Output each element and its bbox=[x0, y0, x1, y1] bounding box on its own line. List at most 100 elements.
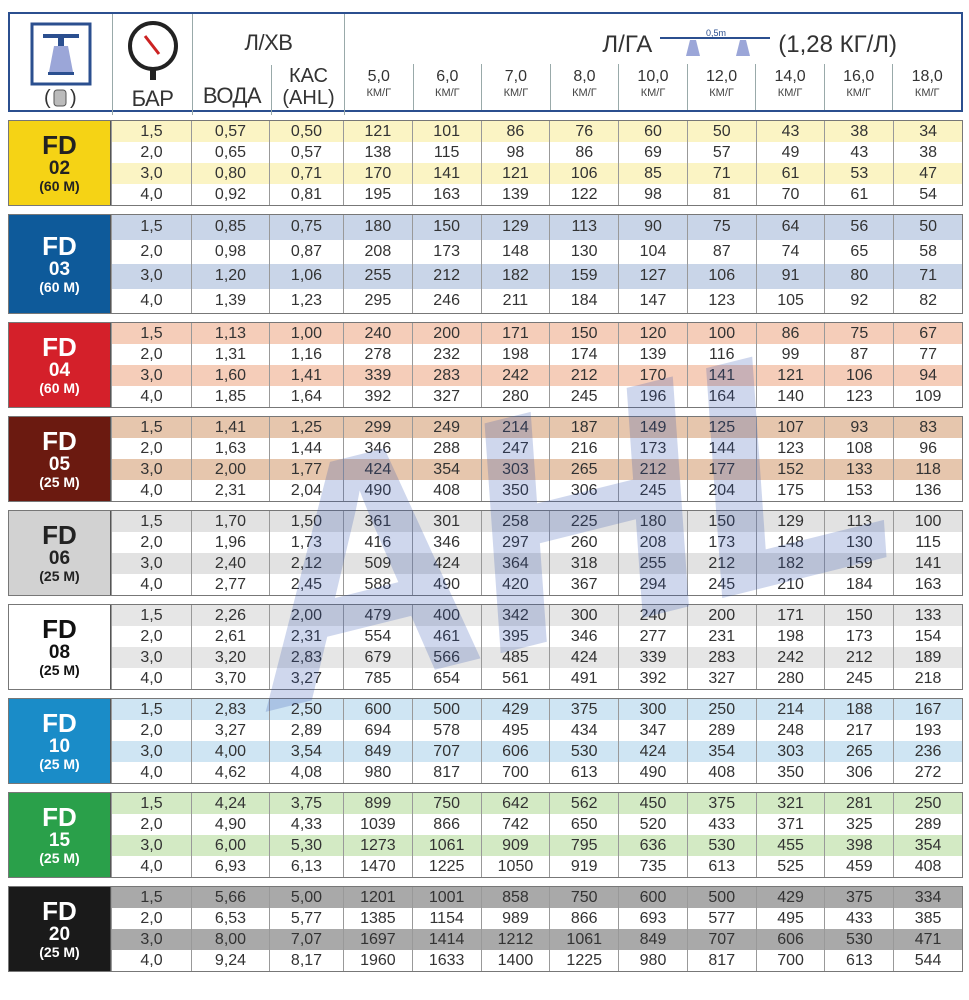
table-cell: 416 bbox=[343, 532, 412, 553]
table-cell: 255 bbox=[618, 553, 687, 574]
speed-unit: КМ/Г bbox=[640, 87, 666, 99]
table-cell: 211 bbox=[480, 288, 550, 313]
pressure-cell: 3,0 bbox=[111, 929, 191, 950]
pressure-cell: 1,5 bbox=[111, 323, 191, 344]
table-cell: 56 bbox=[824, 215, 894, 240]
table-cell: 49 bbox=[755, 142, 825, 163]
table-cell: 346 bbox=[549, 626, 618, 647]
table-cell: 600 bbox=[343, 699, 412, 720]
table-cell: 495 bbox=[480, 720, 550, 741]
table-cell: 141 bbox=[893, 553, 962, 574]
table-cell: 171 bbox=[755, 605, 825, 626]
table-cell: 75 bbox=[686, 215, 756, 240]
table-cell: 613 bbox=[824, 950, 893, 971]
table-cell: 339 bbox=[618, 647, 687, 668]
speed-header: 8,0 КМ/Г bbox=[549, 64, 619, 110]
pressure-cell: 2,0 bbox=[111, 720, 191, 741]
table-cell: 3,54 bbox=[269, 741, 343, 762]
speed-value: 14,0 bbox=[774, 68, 806, 85]
table-cell: 303 bbox=[480, 459, 550, 480]
table-cell: 249 bbox=[411, 417, 481, 438]
table-cell: 133 bbox=[824, 459, 894, 480]
speed-value: 10,0 bbox=[637, 68, 669, 85]
table-cell: 750 bbox=[411, 793, 481, 814]
nozzle-filter-icon: () bbox=[30, 22, 92, 109]
table-cell: 9,24 bbox=[191, 950, 269, 971]
table-cell: 1385 bbox=[343, 908, 412, 929]
table-cell: 212 bbox=[618, 459, 687, 480]
table-cell: 1,96 bbox=[191, 532, 269, 553]
table-cell: 180 bbox=[343, 215, 412, 240]
table-cell: 530 bbox=[686, 835, 756, 856]
table-cell: 255 bbox=[343, 264, 412, 289]
table-cell: 750 bbox=[549, 887, 619, 908]
table-cell: 121 bbox=[755, 365, 825, 386]
table-cell: 495 bbox=[755, 908, 825, 929]
table-cell: 260 bbox=[549, 532, 618, 553]
table-cell: 173 bbox=[824, 626, 893, 647]
table-cell: 525 bbox=[755, 856, 825, 877]
table-cell: 392 bbox=[343, 386, 412, 407]
table-cell: 122 bbox=[549, 184, 618, 205]
nozzle-spacing-icon: 0,5m bbox=[660, 28, 771, 56]
table-cell: 107 bbox=[755, 417, 825, 438]
table-cell: 5,77 bbox=[269, 908, 343, 929]
table-cell: 606 bbox=[755, 929, 825, 950]
table-cell: 123 bbox=[755, 438, 825, 459]
table-cell: 50 bbox=[686, 121, 756, 142]
table-cell: 562 bbox=[549, 793, 619, 814]
table-cell: 5,66 bbox=[191, 887, 269, 908]
pressure-cell: 4,0 bbox=[111, 950, 191, 971]
table-cell: 578 bbox=[411, 720, 481, 741]
pressure-cell: 1,5 bbox=[111, 699, 191, 720]
table-cell: 479 bbox=[343, 605, 412, 626]
table-cell: 334 bbox=[893, 887, 962, 908]
table-cell: 1,70 bbox=[191, 511, 269, 532]
pressure-cell: 2,0 bbox=[111, 142, 191, 163]
table-cell: 90 bbox=[618, 215, 687, 240]
table-cell: 100 bbox=[893, 511, 962, 532]
table-cell: 1050 bbox=[480, 856, 550, 877]
table-cell: 108 bbox=[824, 438, 893, 459]
table-cell: 245 bbox=[824, 668, 893, 689]
table-cell: 248 bbox=[755, 720, 825, 741]
table-cell: 3,70 bbox=[191, 668, 269, 689]
table-cell: 342 bbox=[480, 605, 550, 626]
table-cell: 38 bbox=[824, 121, 894, 142]
table-cell: 420 bbox=[480, 574, 550, 595]
table-cell: 327 bbox=[686, 668, 756, 689]
nozzle-group-fd06: FD 06 (25 M) 1,5 1,70 1,50 361 301 258 225 180 150 1… bbox=[8, 510, 963, 596]
table-cell: 849 bbox=[343, 741, 412, 762]
table-cell: 636 bbox=[618, 835, 687, 856]
table-cell: 184 bbox=[549, 288, 618, 313]
table-cell: 1039 bbox=[343, 814, 412, 835]
table-cell: 236 bbox=[893, 741, 962, 762]
table-cell: 118 bbox=[893, 459, 962, 480]
table-cell: 8,00 bbox=[191, 929, 269, 950]
table-cell: 71 bbox=[686, 163, 756, 184]
table-cell: 354 bbox=[893, 835, 962, 856]
table-cell: 350 bbox=[480, 480, 550, 501]
pressure-cell: 4,0 bbox=[111, 574, 191, 595]
table-cell: 398 bbox=[824, 835, 894, 856]
table-cell: 424 bbox=[343, 459, 412, 480]
table-cell: 212 bbox=[824, 647, 894, 668]
table-cell: 566 bbox=[411, 647, 481, 668]
table-cell: 347 bbox=[618, 720, 687, 741]
table-cell: 147 bbox=[618, 288, 687, 313]
table-cell: 86 bbox=[480, 121, 550, 142]
table-cell: 1,41 bbox=[269, 365, 343, 386]
table-cell: 289 bbox=[686, 720, 756, 741]
table-cell: 1470 bbox=[343, 856, 412, 877]
table-cell: 164 bbox=[686, 386, 756, 407]
table-cell: 109 bbox=[893, 386, 962, 407]
l-per-min-label: Л/ХВ bbox=[244, 30, 293, 55]
table-cell: 795 bbox=[549, 835, 619, 856]
table-cell: 2,12 bbox=[269, 553, 343, 574]
table-cell: 250 bbox=[893, 793, 962, 814]
table-cell: 350 bbox=[755, 762, 825, 783]
table-cell: 817 bbox=[411, 762, 481, 783]
nozzle-distance: (60 M) bbox=[39, 380, 80, 397]
table-cell: 4,08 bbox=[269, 762, 343, 783]
table-cell: 2,26 bbox=[191, 605, 269, 626]
